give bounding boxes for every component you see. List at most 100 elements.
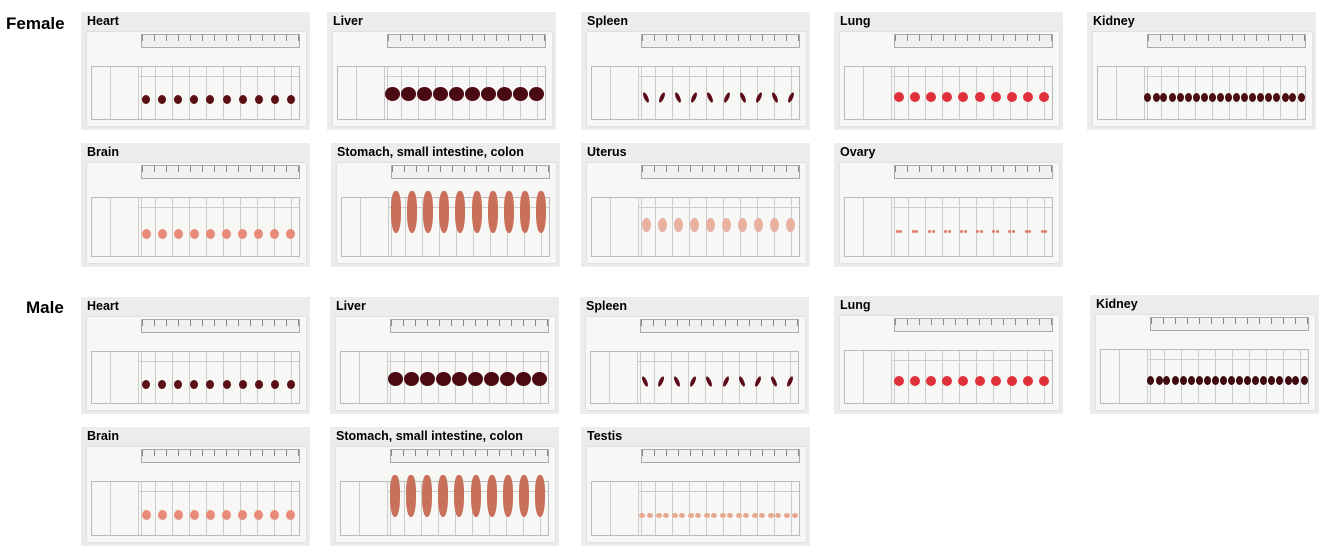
organ-sample [465,87,481,102]
grid-idcol [92,198,111,256]
organ-sample [481,87,497,102]
grid-cells [637,352,798,403]
organ-sample [687,512,694,518]
panel-title: Uterus [585,145,629,159]
organ-sample [1292,376,1300,385]
organ-sample [1022,376,1033,386]
grid-idcol [341,482,360,535]
organ-sample [979,229,983,233]
organ-sample [671,512,678,518]
organ-sample [694,512,701,518]
grid-cells [388,191,549,256]
panel-title: Brain [85,145,121,159]
sample-grid [337,66,546,120]
sample-sheet [87,32,306,126]
organ-sample [915,229,919,233]
sample-sheet [337,163,556,263]
organ-sample [1163,376,1171,385]
organ-sample [173,228,183,239]
organ-sample [641,91,651,103]
sample-sheet [587,163,806,263]
organ-sample [894,92,905,102]
organ-sample [657,375,666,388]
organ-sample [1217,92,1225,102]
organ-sample [1008,229,1012,233]
sample-sheet [87,317,306,410]
organ-sample [423,191,434,234]
organ-sample [1028,229,1032,233]
organ-sample [1211,376,1219,385]
organ-sample [448,87,464,102]
panel-title: Spleen [584,299,629,313]
panel-title: Heart [85,299,121,313]
organ-sample [1201,92,1209,102]
sample-sheet [840,316,1059,410]
organ-sample [1155,376,1163,385]
organ-sample [1160,92,1168,102]
organ-sample [1227,376,1235,385]
grid-cells [138,67,299,119]
organ-sample [754,91,763,103]
organ-sample [1012,229,1016,233]
male-liver-panel: Liver [330,297,559,414]
panel-title: Brain [85,429,121,443]
organ-sample [689,375,698,388]
organ-sample [534,474,545,517]
ruler [1150,317,1309,331]
male-brain-panel: Brain [81,427,310,546]
organ-sample [1038,376,1049,386]
sample-grid [844,350,1053,404]
organ-sample [894,376,905,386]
organ-sample [205,228,215,239]
organ-sample [390,474,401,517]
grid-cells [138,352,299,403]
organ-sample [995,229,999,233]
organ-sample [1208,92,1216,102]
organ-sample [174,379,183,389]
grid-idcol [592,198,611,256]
sample-sheet [1096,315,1315,410]
grid-cells [138,198,299,256]
organ-sample [519,191,530,234]
organ-sample [190,95,199,105]
grid-cells [138,482,299,535]
grid-cells [891,351,1052,403]
organ-sample [403,371,419,386]
organ-sample [786,218,796,233]
organ-sample [640,375,650,388]
grid-cells [891,198,1052,256]
grid-idcol [592,67,611,119]
organ-sample [270,510,280,521]
organ-sample [516,371,532,386]
organ-sample [743,512,750,518]
organ-sample [784,512,791,518]
grid-cells [638,198,799,256]
organ-sample [513,87,529,102]
ruler [141,165,300,179]
female-kidney-panel: Kidney [1087,12,1316,130]
sample-sheet [336,447,555,542]
organ-sample [141,510,151,521]
grid-cells [891,67,1052,119]
organ-sample [1297,92,1305,102]
organ-sample [974,376,985,386]
sample-sheet [1093,32,1312,126]
organ-sample [238,379,247,389]
grid-cells [384,67,545,119]
organ-sample [1187,376,1195,385]
organ-sample [705,218,715,233]
organ-sample [673,375,682,388]
grid-idcol [92,67,111,119]
organ-sample [646,512,653,518]
organ-sample [927,229,931,233]
ruler [641,165,800,179]
organ-sample [529,87,545,102]
organ-sample [1176,92,1184,102]
ruler [387,34,546,48]
organ-sample [910,376,921,386]
organ-sample [468,371,484,386]
organ-sample [407,191,418,234]
organ-sample [1260,376,1268,385]
grid-cells [638,482,799,535]
grid-idcol [845,351,864,403]
